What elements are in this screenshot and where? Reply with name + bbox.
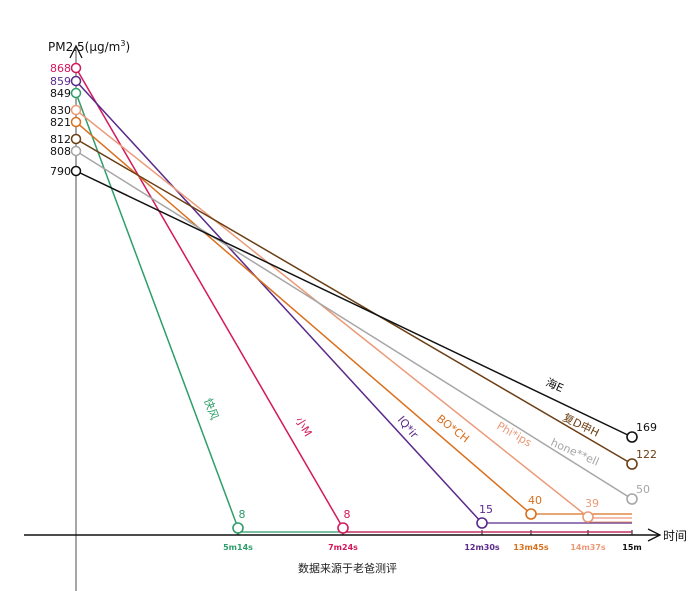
axes: PM2.5(μg/m3) 时间 数据来源于老爸测评	[24, 39, 687, 591]
series-name-label: 海E	[544, 375, 566, 395]
series-name-label: 快风	[201, 397, 221, 422]
series-line	[75, 67, 344, 529]
end-value-label: 50	[636, 483, 650, 496]
series-name-label: BO*CH	[434, 412, 472, 445]
x-tick-label: 7m24s	[328, 543, 358, 552]
series-name-label: 小M	[292, 415, 314, 439]
series-line	[75, 92, 239, 529]
end-value-label: 8	[239, 508, 246, 521]
series-line	[75, 80, 483, 524]
start-marker	[70, 165, 82, 177]
x-tick-label: 12m30s	[464, 543, 500, 552]
series-line	[75, 138, 633, 465]
end-value-label: 15	[479, 503, 493, 516]
start-marker	[70, 62, 82, 74]
end-marker	[525, 508, 537, 520]
start-value-label: 808	[50, 145, 71, 158]
start-value-label: 849	[50, 87, 71, 100]
series-name-label: Phi*ips	[495, 419, 535, 449]
source-note: 数据来源于老爸测评	[298, 561, 397, 575]
end-marker	[476, 517, 488, 529]
end-value-label: 39	[585, 497, 599, 510]
end-marker	[626, 493, 638, 505]
start-value-label: 790	[50, 165, 71, 178]
x-axis-label: 时间	[663, 529, 687, 543]
series-line	[75, 150, 633, 500]
series-tails	[238, 513, 632, 533]
x-tick-label: 5m14s	[223, 543, 253, 552]
series-name-label: IQ*ir	[395, 414, 421, 442]
start-marker	[70, 104, 82, 116]
start-marker	[70, 87, 82, 99]
series-lines	[75, 67, 633, 529]
start-value-label: 821	[50, 116, 71, 129]
series-markers: 849 8 快风 868 8 小M 859 15 IQ*ir 821 40 BO*CH 830 39 Phi…	[50, 62, 657, 534]
end-marker	[626, 431, 638, 443]
end-marker	[337, 522, 349, 534]
end-value-label: 8	[344, 508, 351, 521]
start-marker	[70, 133, 82, 145]
y-axis-label: PM2.5(μg/m3)	[48, 39, 130, 54]
x-tick-label: 13m45s	[513, 543, 549, 552]
series-line	[75, 121, 532, 515]
end-marker	[582, 511, 594, 523]
start-marker	[70, 116, 82, 128]
end-marker	[626, 458, 638, 470]
start-marker	[70, 145, 82, 157]
series-name-label: 复D申H	[561, 410, 602, 440]
start-marker	[70, 75, 82, 87]
x-ticks: 5m14s 7m24s 12m30s 13m45s 14m37s 15m	[223, 530, 642, 552]
start-value-label: 868	[50, 62, 71, 75]
start-value-label: 830	[50, 104, 71, 117]
series-line	[75, 109, 589, 518]
y-axis-arrow	[69, 44, 83, 59]
end-value-label: 169	[636, 421, 657, 434]
end-marker	[232, 522, 244, 534]
series-line	[75, 170, 633, 438]
end-value-label: 122	[636, 448, 657, 461]
start-value-label: 859	[50, 75, 71, 88]
x-axis-arrow	[647, 528, 662, 542]
x-tick-label: 15m	[622, 543, 641, 552]
start-value-label: 812	[50, 133, 71, 146]
end-value-label: 40	[528, 494, 542, 507]
x-tick-label: 14m37s	[570, 543, 606, 552]
